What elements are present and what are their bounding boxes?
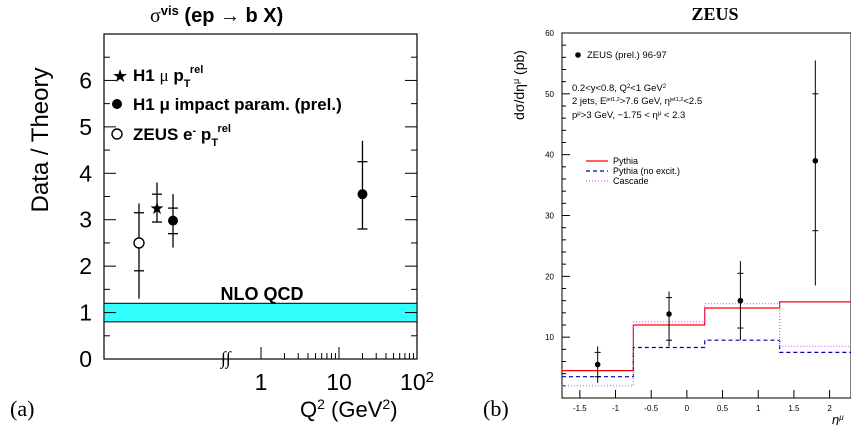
panel-a-legend: ★ H1 μ pTrel H1 μ impact param. (prel.) … bbox=[111, 64, 342, 149]
panel-b-data-points bbox=[594, 60, 819, 383]
data-point: ★ bbox=[149, 182, 165, 223]
y-tick-label: 2 bbox=[79, 253, 92, 279]
filled-circle-marker-icon bbox=[112, 99, 122, 109]
data-marker-icon bbox=[575, 52, 581, 58]
x-tick-label: 2 bbox=[827, 404, 832, 413]
panel-b-xlabel: ημ bbox=[832, 412, 844, 425]
panel-b-label: (b) bbox=[483, 396, 509, 421]
nlo-qcd-band bbox=[103, 302, 418, 323]
y-tick-label: 50 bbox=[545, 90, 554, 99]
y-tick-label: 0 bbox=[79, 346, 92, 372]
legend-label-h1-pt-rel: H1 μ pTrel bbox=[133, 64, 203, 90]
panel-b-ylabel: dσ/dημ (pb) bbox=[511, 50, 527, 120]
y-tick-label: 3 bbox=[79, 207, 92, 233]
panel-a-title-rest: (ep → b X) bbox=[179, 5, 283, 27]
nlo-qcd-band-label: NLO QCD bbox=[221, 284, 304, 304]
y-tick-label: 5 bbox=[79, 114, 92, 140]
legend-item-h1-pt-rel: ★ H1 μ pTrel bbox=[112, 64, 203, 90]
filled-circle-marker bbox=[737, 297, 744, 304]
x-tick-label: 1 bbox=[255, 369, 268, 395]
star-marker: ★ bbox=[149, 199, 164, 218]
x-tick-label: 0.5 bbox=[717, 404, 729, 413]
data-point bbox=[133, 203, 145, 299]
legend-item-h1-impact: H1 μ impact param. (prel.) bbox=[112, 95, 342, 114]
panel-b-title: ZEUS bbox=[691, 4, 738, 24]
cut-line-3: pμ>3 GeV, −1.75 < ημ < 2.3 bbox=[572, 110, 685, 121]
open-circle-marker bbox=[133, 237, 145, 249]
legend-label-h1-impact: H1 μ impact param. (prel.) bbox=[133, 95, 342, 114]
x-tick-label: -1.5 bbox=[573, 404, 587, 413]
y-tick-label: 20 bbox=[545, 272, 554, 281]
panel-a-title-sup: vis bbox=[161, 3, 179, 18]
data-point bbox=[666, 291, 673, 347]
x-tick-label: 1.5 bbox=[788, 404, 800, 413]
mc-legend-label: Pythia bbox=[613, 156, 638, 166]
filled-circle-marker bbox=[666, 311, 672, 317]
panel-a-y-axis: 0 1 2 3 4 5 6 bbox=[79, 56, 417, 372]
x-tick-label: 10 bbox=[326, 369, 352, 395]
star-marker-icon: ★ bbox=[112, 66, 128, 86]
panel-a-title-main: σ bbox=[150, 5, 161, 27]
panel-a-ylabel: Data / Theory bbox=[27, 68, 54, 213]
panel-b-y-axis: 10 20 30 40 50 60 bbox=[545, 29, 570, 399]
cut-line-2: 2 jets, Ejet1,2>7.6 GeV, ηjet1,2<2.5 bbox=[572, 96, 702, 107]
mc-legend-item: Pythia (no excit.) bbox=[586, 166, 680, 176]
filled-circle-marker bbox=[168, 215, 178, 226]
y-tick-label: 60 bbox=[545, 29, 554, 38]
x-tick-label: 1 bbox=[756, 404, 761, 413]
mc-legend-label: Cascade bbox=[613, 176, 649, 186]
data-point bbox=[812, 60, 819, 286]
y-tick-label: 6 bbox=[79, 67, 92, 93]
panel-b-histograms bbox=[562, 301, 851, 387]
y-tick-label: 40 bbox=[545, 151, 554, 160]
histogram-line bbox=[562, 339, 851, 378]
x-tick-label: 102 bbox=[400, 369, 434, 396]
legend-item-zeus: ZEUS e- pTrel bbox=[111, 123, 231, 149]
open-circle-marker-icon bbox=[111, 128, 123, 140]
panel-a-data-points: ★ bbox=[133, 140, 368, 299]
filled-circle-marker bbox=[357, 189, 368, 200]
filled-circle-marker bbox=[594, 361, 601, 368]
y-tick-label: 4 bbox=[79, 160, 92, 186]
data-point bbox=[594, 346, 601, 383]
axis-break-mark: ∫∫ bbox=[220, 348, 232, 369]
y-tick-label: 1 bbox=[79, 300, 92, 326]
histogram-line bbox=[562, 303, 851, 387]
panel-b-data-legend: ZEUS (prel.) 96-97 bbox=[575, 50, 667, 61]
cut-line-1: 0.2<y<0.8, Q2<1 GeV2 bbox=[572, 83, 667, 94]
panel-a-chart: (a) σvis (ep → b X) Data / Theory NLO QC… bbox=[10, 3, 434, 423]
panel-a-title: σvis (ep → b X) bbox=[150, 3, 283, 28]
data-point bbox=[737, 261, 744, 341]
data-point bbox=[357, 140, 368, 230]
filled-circle-marker bbox=[812, 157, 819, 164]
x-tick-label: -0.5 bbox=[644, 404, 658, 413]
data-legend-label: ZEUS (prel.) 96-97 bbox=[587, 50, 667, 61]
histogram-line bbox=[562, 301, 851, 372]
y-tick-label: 10 bbox=[545, 333, 554, 342]
panel-a-xlabel: Q2 (GeV2) bbox=[300, 396, 398, 422]
data-point bbox=[168, 194, 178, 248]
panel-b-x-axis: -1.5 -1 -0.5 0 0.5 1 1.5 2 bbox=[573, 390, 832, 413]
panel-b-cuts: 0.2<y<0.8, Q2<1 GeV2 2 jets, Ejet1,2>7.6… bbox=[572, 83, 702, 121]
mc-legend-item: Pythia bbox=[586, 156, 638, 166]
mc-legend-label: Pythia (no excit.) bbox=[613, 166, 680, 176]
mc-legend-item: Cascade bbox=[586, 176, 649, 186]
y-tick-label: 30 bbox=[545, 212, 554, 221]
panel-a-x-axis: 1 10 102 bbox=[255, 347, 434, 395]
legend-label-zeus: ZEUS e- pTrel bbox=[133, 123, 231, 149]
x-tick-label: 0 bbox=[685, 404, 690, 413]
panel-a-label: (a) bbox=[10, 396, 34, 421]
x-tick-label: -1 bbox=[612, 404, 620, 413]
